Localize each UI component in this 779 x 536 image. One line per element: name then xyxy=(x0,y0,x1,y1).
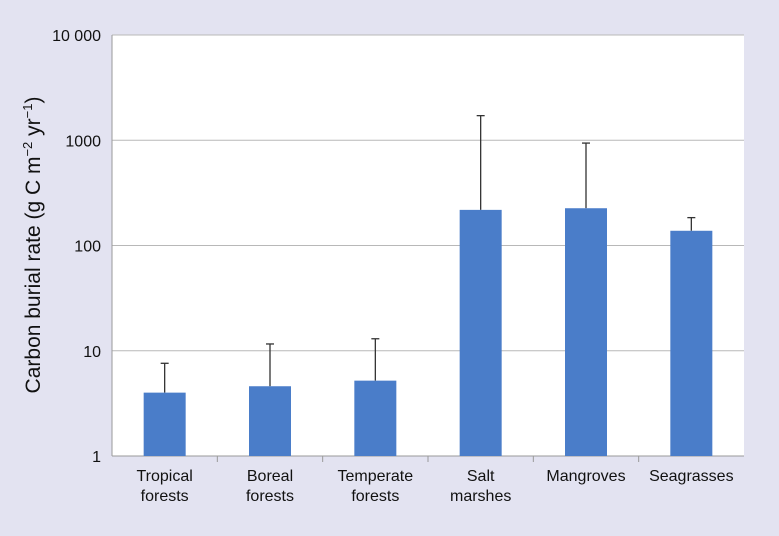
x-category-label: Boreal xyxy=(247,468,293,485)
y-tick-label: 100 xyxy=(74,239,101,256)
y-tick-label: 1 xyxy=(92,449,101,466)
x-category-label: forests xyxy=(246,488,294,505)
x-category-label: Salt xyxy=(467,468,495,485)
bar xyxy=(565,208,607,456)
x-category-label: Seagrasses xyxy=(649,468,734,485)
bar xyxy=(249,386,291,456)
y-tick-label: 1000 xyxy=(65,133,101,150)
bar xyxy=(354,380,397,456)
y-tick-label: 10 xyxy=(83,344,101,361)
x-category-label: Mangroves xyxy=(546,468,625,485)
x-category-labels: Tropical forests Boreal forests Temperate for… xyxy=(137,456,734,505)
x-category-label: forests xyxy=(351,488,399,505)
x-category-label: Temperate xyxy=(338,468,414,485)
bars xyxy=(143,114,713,456)
bar xyxy=(143,392,186,456)
bar xyxy=(670,230,713,456)
y-axis-label: Carbon burial rate (g C m−2 yr−1) xyxy=(20,97,45,394)
x-category-label: Tropical xyxy=(137,468,193,485)
y-tick-labels: 1 10 100 1000 10 000 xyxy=(52,28,101,466)
x-category-label: forests xyxy=(141,488,189,505)
x-category-label: marshes xyxy=(450,488,511,505)
y-tick-label: 10 000 xyxy=(52,28,101,45)
bar xyxy=(459,209,502,456)
